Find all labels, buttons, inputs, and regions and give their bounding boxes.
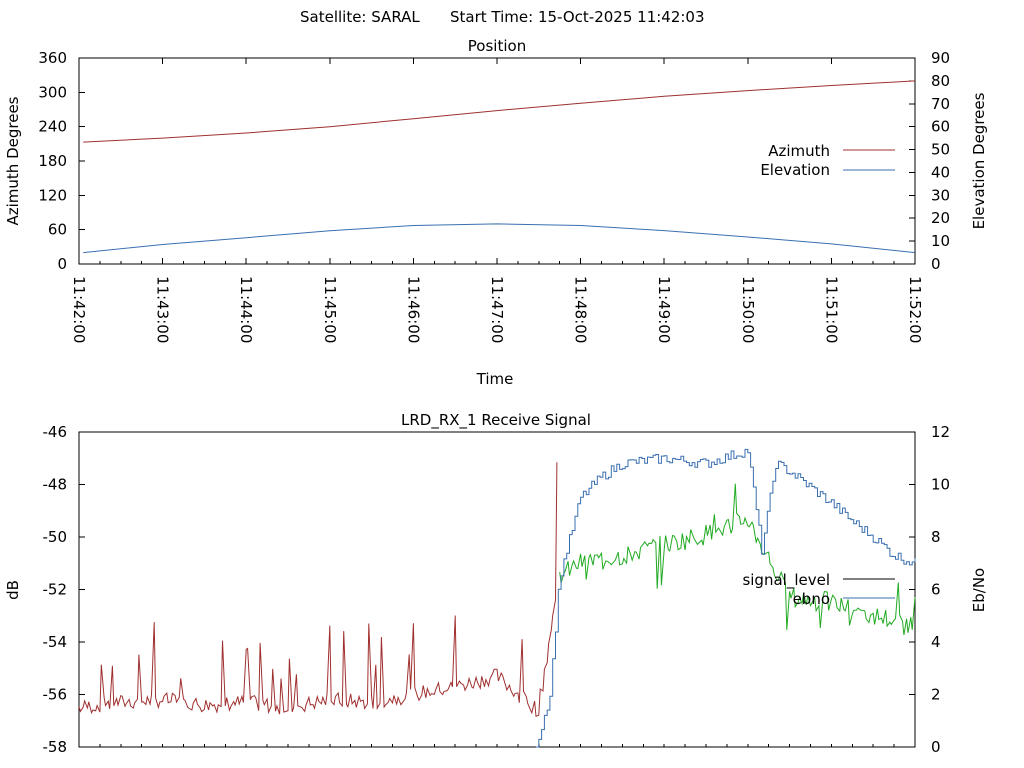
position-x-tick-label: 11:48:00	[572, 276, 590, 343]
position-y-tick-label: 60	[48, 221, 67, 239]
position-y-tick-label: 300	[38, 83, 67, 101]
header-satellite: Satellite: SARAL	[300, 8, 420, 26]
position-y-tick-label: 180	[38, 152, 67, 170]
signal-y2-tick-label: 0	[931, 738, 941, 756]
position-y2-tick-label: 50	[931, 141, 950, 159]
signal-plot-frame	[78, 431, 916, 748]
position-x-tick-label: 11:46:00	[404, 276, 422, 343]
position-x-tick-label: 11:44:00	[237, 276, 255, 343]
header-start-time: Start Time: 15-Oct-2025 11:42:03	[450, 8, 705, 26]
signal-y-tick-label: -52	[43, 581, 68, 599]
position-x-label: Time	[476, 370, 514, 388]
signal-y-axis: -46 -48 -50 -52 -54 -56 -58	[43, 423, 85, 756]
signal-y-tick-label: -54	[43, 633, 68, 651]
signal-y-tick-label: -46	[43, 423, 68, 441]
signal-level-line-high	[559, 483, 916, 636]
signal-level-line-low	[78, 462, 558, 718]
signal-y2-tick-label: 8	[931, 528, 941, 546]
position-y-tick-label: 0	[57, 255, 67, 273]
signal-y2-tick-label: 12	[931, 423, 950, 441]
position-y-label: Azimuth Degrees	[4, 96, 22, 225]
position-x-tick-label: 11:43:00	[154, 276, 172, 343]
position-x-tick-label: 11:47:00	[488, 276, 506, 343]
position-x-tick-label: 11:45:00	[321, 276, 339, 343]
signal-y-tick-label: -58	[43, 738, 68, 756]
signal-y2-axis: 12 10 8 6 4 2 0	[909, 423, 950, 756]
position-y-tick-label: 120	[38, 186, 67, 204]
signal-legend: signal_level ebno	[742, 571, 895, 608]
position-chart: Position Azimuth Degrees Elevation Degre…	[4, 37, 988, 388]
signal-y2-tick-label: 6	[931, 581, 941, 599]
signal-y2-tick-label: 4	[931, 633, 941, 651]
signal-series	[78, 448, 916, 748]
position-x-tick-label: 11:42:00	[70, 276, 88, 343]
position-legend: Azimuth Elevation	[760, 142, 895, 179]
azimuth-line	[83, 80, 916, 143]
position-title: Position	[468, 37, 526, 55]
position-x-tick-label: 11:51:00	[822, 276, 840, 343]
signal-y-label: dB	[4, 580, 22, 600]
position-y-axis: 360 300 240 180 120 60 0	[38, 49, 85, 273]
position-y2-tick-label: 90	[931, 49, 950, 67]
legend-signal-level-label: signal_level	[742, 571, 830, 590]
signal-chart: LRD_RX_1 Receive Signal dB Eb/No -46-48-…	[4, 411, 988, 756]
position-y-tick-label: 360	[38, 49, 67, 67]
signal-y2-label: Eb/No	[970, 568, 988, 612]
signal-title: LRD_RX_1 Receive Signal	[401, 411, 591, 430]
signal-y-tick-label: -48	[43, 476, 68, 494]
position-x-tick-label: 11:52:00	[906, 276, 924, 343]
signal-y2-tick-label: 2	[931, 686, 941, 704]
position-y2-tick-label: 80	[931, 72, 950, 90]
position-y2-axis: 90 80 70 60 50 40 30 20 10 0	[909, 49, 950, 273]
position-x-tick-label: 11:50:00	[739, 276, 757, 343]
signal-y-tick-label: -56	[43, 686, 68, 704]
signal-y2-tick-label: 10	[931, 476, 950, 494]
position-series	[83, 80, 916, 254]
position-x-tick-label: 11:49:00	[655, 276, 673, 343]
signal-x-axis	[78, 744, 916, 747]
position-y2-label: Elevation Degrees	[970, 92, 988, 229]
position-y2-tick-label: 40	[931, 163, 950, 181]
ebno-line	[536, 448, 916, 748]
position-y2-tick-label: 20	[931, 209, 950, 227]
position-y-tick-label: 240	[38, 118, 67, 136]
elevation-line	[83, 223, 916, 254]
position-x-axis: 11:42:00 11:43:00 11:44:00 11:45:00 11:46:00…	[70, 58, 924, 343]
position-y2-tick-label: 30	[931, 186, 950, 204]
position-y2-tick-label: 0	[931, 255, 941, 273]
legend-elevation-label: Elevation	[760, 161, 830, 179]
position-y2-tick-label: 70	[931, 95, 950, 113]
signal-y-tick-label: -50	[43, 528, 68, 546]
position-y2-tick-label: 60	[931, 118, 950, 136]
legend-azimuth-label: Azimuth	[768, 142, 830, 160]
legend-ebno-label: ebno	[793, 590, 830, 608]
position-y2-tick-label: 10	[931, 232, 950, 250]
